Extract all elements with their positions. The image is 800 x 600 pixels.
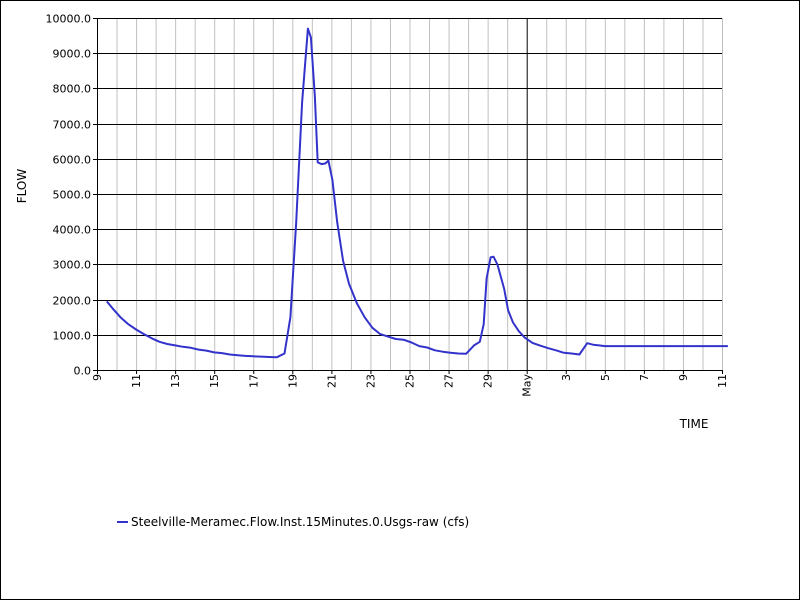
x-tick-label: 15 <box>208 374 221 388</box>
x-tick-label: 25 <box>404 374 417 388</box>
y-tick-label: 4000.0 <box>53 224 92 237</box>
y-tick-label: 10000.0 <box>46 13 92 26</box>
y-tick-label: 5000.0 <box>53 189 92 202</box>
y-tick-label: 9000.0 <box>53 48 92 61</box>
y-tick-label: 2000.0 <box>53 295 92 308</box>
x-tick-label: 9 <box>677 374 690 381</box>
x-tick-label: 9 <box>91 374 104 381</box>
x-tick-label: 3 <box>560 374 573 381</box>
y-axis-title: FLOW <box>15 169 29 204</box>
y-tick-label: 6000.0 <box>53 154 92 167</box>
x-tick-label: 19 <box>286 374 299 388</box>
x-tick-label: 11 <box>130 374 143 388</box>
y-tick-label: 7000.0 <box>53 119 92 132</box>
y-tick-label: 8000.0 <box>53 83 92 96</box>
x-tick-label: 21 <box>325 374 338 388</box>
legend-label: Steelville-Meramec.Flow.Inst.15Minutes.0… <box>131 515 469 529</box>
legend: Steelville-Meramec.Flow.Inst.15Minutes.0… <box>117 515 469 529</box>
series-line-0 <box>106 27 728 359</box>
x-tick-label: 13 <box>169 374 182 388</box>
series-layer <box>106 27 728 359</box>
x-tick-label: 5 <box>599 374 612 381</box>
y-tick-label: 0.0 <box>74 365 92 378</box>
x-tick-label: 29 <box>482 374 495 388</box>
x-tick-label: 27 <box>443 374 456 388</box>
x-tick-label: May <box>521 374 534 397</box>
y-tick-label: 3000.0 <box>53 259 92 272</box>
x-axis-title: TIME <box>679 417 709 431</box>
x-tick-label: 23 <box>364 374 377 388</box>
x-tick-label: 11 <box>716 374 729 388</box>
axis-layer: 0.0 1000.0 2000.0 3000.0 4000.0 5000.0 6000.0 7… <box>46 13 730 397</box>
y-tick-label: 1000.0 <box>53 330 92 343</box>
x-tick-label: 17 <box>247 374 260 388</box>
x-tick-label: 7 <box>638 374 651 381</box>
